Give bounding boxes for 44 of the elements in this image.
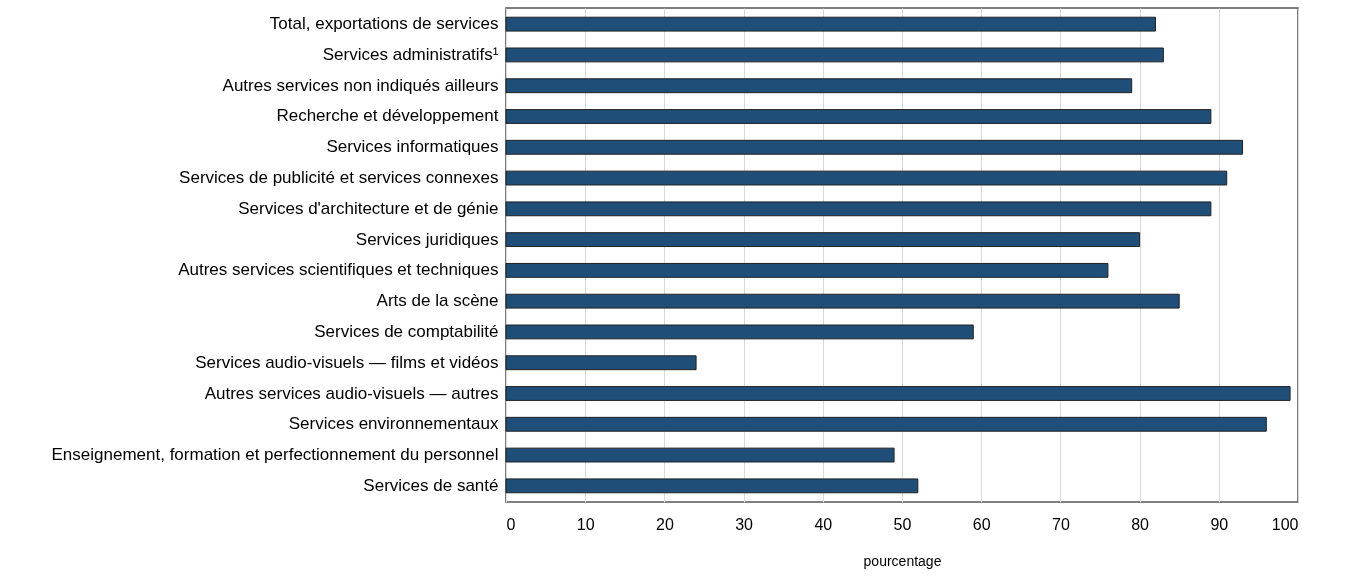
x-tick-label: 30: [735, 515, 754, 533]
y-tick-label: Recherche et développement: [276, 106, 499, 126]
bar: [505, 232, 1141, 248]
y-tick-label: Autres services scientifiques et techniques: [178, 260, 499, 280]
bar: [505, 47, 1164, 63]
x-tick-label: 20: [656, 515, 674, 533]
x-tick-label: 10: [576, 515, 595, 533]
x-tick-label: 0: [506, 515, 516, 533]
x-tick-label: 70: [1052, 515, 1070, 533]
bar: [505, 262, 1109, 278]
y-tick-label: Autres services audio-visuels — autres: [204, 383, 499, 403]
bar: [505, 324, 974, 340]
y-tick-label: Enseignement, formation et perfectionnement du personnel: [51, 445, 499, 465]
y-tick-label: Services de santé: [363, 475, 499, 495]
x-tick-label: 60: [972, 515, 991, 533]
bar: [505, 386, 1291, 401]
bar: [505, 416, 1267, 432]
x-tick-label: 90: [1210, 515, 1229, 533]
x-tick-label: 80: [1131, 515, 1150, 533]
y-tick-label: Services juridiques: [355, 229, 499, 249]
x-tick-label: 40: [814, 515, 833, 533]
bar: [505, 355, 697, 371]
y-tick-label: Services de comptabilité: [314, 321, 499, 341]
y-tick-label: Autres services non indiqués ailleurs: [222, 75, 499, 95]
bar: [505, 293, 1180, 309]
y-tick-label: Services informatiques: [326, 137, 499, 157]
y-tick-label: Services administratifs¹: [322, 44, 499, 64]
bar: [505, 170, 1228, 186]
y-tick-label: Services audio-visuels — films et vidéos: [195, 352, 499, 372]
bar: [505, 478, 919, 494]
bar: [505, 78, 1133, 94]
bar: [505, 16, 1156, 32]
y-tick-label: Arts de la scène: [376, 291, 499, 311]
bar: [505, 201, 1212, 217]
x-axis-title: pourcentage: [863, 552, 942, 569]
bar: [505, 139, 1244, 155]
bar: [505, 109, 1212, 124]
x-tick-label: 50: [893, 515, 912, 533]
y-tick-label: Services environnementaux: [288, 414, 499, 434]
y-tick-label: Total, exportations de services: [269, 14, 499, 34]
y-tick-label: Services de publicité et services connexes: [179, 168, 499, 188]
y-tick-label: Services d'architecture et de génie: [238, 198, 499, 218]
x-tick-label: 100: [1271, 515, 1299, 533]
bar: [505, 447, 895, 463]
